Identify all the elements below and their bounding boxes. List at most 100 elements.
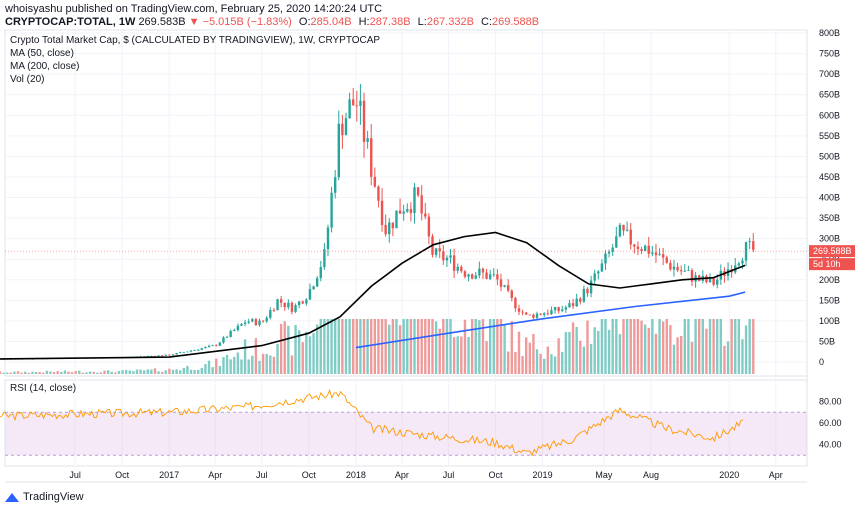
volume-bar: [452, 337, 456, 374]
candle-body: [467, 274, 470, 277]
candle-body: [625, 229, 629, 231]
volume-bar: [225, 354, 229, 374]
volume-bar: [597, 330, 600, 374]
candle-body: [485, 272, 488, 279]
volume-bar: [337, 319, 340, 374]
volume-bar: [442, 319, 445, 374]
volume-bar: [434, 321, 438, 374]
volume-bar: [132, 371, 135, 374]
candle-body: [359, 100, 362, 106]
candle-body: [582, 288, 586, 302]
volume-bar: [27, 372, 31, 374]
volume-bar: [380, 319, 384, 374]
x-tick-label: 2020: [719, 470, 739, 480]
volume-bar: [571, 322, 575, 374]
volume-bar: [488, 319, 492, 374]
volume-bar: [499, 319, 503, 374]
volume-bar: [164, 370, 167, 374]
candle-body: [510, 290, 513, 298]
candle-body: [553, 307, 557, 311]
candle-body: [607, 251, 611, 254]
volume-bar: [496, 319, 499, 374]
candle-body: [456, 266, 459, 271]
volume-bar: [633, 319, 636, 374]
legend-ma50[interactable]: MA (50, close): [10, 48, 74, 59]
candle-body: [615, 236, 618, 248]
y-tick-label: 650B: [819, 90, 840, 100]
candle-body: [496, 274, 499, 280]
candle-body: [647, 245, 650, 254]
candle-body: [618, 224, 622, 237]
candle-body: [600, 263, 604, 272]
x-tick-label: Oct: [115, 470, 130, 480]
candle-body: [153, 355, 157, 357]
tradingview-logo[interactable]: TradingView: [4, 491, 84, 503]
volume-bar: [640, 320, 643, 374]
volume-bar: [427, 319, 431, 374]
volume-bar: [456, 336, 459, 374]
candle-body: [168, 354, 171, 356]
volume-bar: [157, 371, 160, 374]
volume-bar: [348, 319, 351, 374]
volume-bar: [579, 340, 582, 374]
volume-bar: [698, 319, 701, 374]
candle-body: [611, 247, 614, 252]
volume-bar: [128, 370, 131, 374]
volume-bar: [726, 341, 730, 374]
candle-body: [233, 330, 236, 331]
volume-bar: [543, 358, 546, 374]
x-tick-label: Jul: [443, 470, 455, 480]
candle-body: [222, 337, 225, 343]
candle-body: [186, 351, 189, 353]
volume-bar: [38, 372, 41, 374]
y-tick-label: 600B: [819, 110, 840, 120]
rsi-tick-label: 80.00: [819, 397, 842, 407]
volume-bar: [52, 372, 56, 374]
candle-body: [568, 303, 571, 308]
volume-bar: [215, 358, 218, 374]
volume-bar: [186, 365, 189, 374]
volume-bar: [330, 319, 333, 374]
candle-body: [737, 263, 741, 266]
candle-body: [550, 310, 553, 315]
volume-bar: [139, 369, 142, 374]
volume-bar: [193, 370, 196, 374]
volume-bar: [117, 370, 121, 374]
candle-body: [543, 313, 546, 315]
volume-bar: [319, 319, 322, 374]
countdown-label: 5d 10h: [813, 259, 841, 269]
candle-body: [319, 267, 322, 279]
candle-body: [517, 308, 521, 312]
candle-body: [643, 245, 647, 251]
volume-bar: [481, 319, 485, 374]
volume-bar: [243, 339, 247, 374]
candle-body: [398, 210, 402, 214]
candle-body: [294, 305, 297, 312]
candle-body: [669, 262, 672, 270]
volume-bar: [636, 319, 640, 374]
candle-body: [193, 349, 196, 351]
symbol-name[interactable]: CRYPTOCAP:TOTAL, 1W: [5, 16, 136, 28]
volume-bar: [179, 370, 182, 374]
volume-bar: [85, 372, 88, 374]
volume-bar: [251, 355, 254, 374]
candle-body: [171, 354, 175, 356]
volume-bar: [272, 356, 276, 374]
legend-volume[interactable]: Vol (20): [10, 74, 45, 85]
volume-bar: [416, 319, 420, 374]
volume-bar: [575, 326, 578, 374]
volume-bar: [690, 342, 694, 374]
candle-body: [146, 355, 149, 357]
candle-body: [362, 100, 366, 142]
volume-bar: [535, 349, 539, 374]
legend-ma200[interactable]: MA (200, close): [10, 61, 80, 72]
price-pane-frame: [4, 29, 808, 377]
candle-body: [586, 288, 589, 294]
rsi-pane-title[interactable]: RSI (14, close): [10, 383, 77, 394]
volume-bar: [478, 320, 481, 374]
volume-bar: [384, 319, 387, 374]
volume-bar: [323, 319, 326, 374]
volume-bar: [705, 328, 708, 374]
volume-bar: [561, 351, 564, 374]
